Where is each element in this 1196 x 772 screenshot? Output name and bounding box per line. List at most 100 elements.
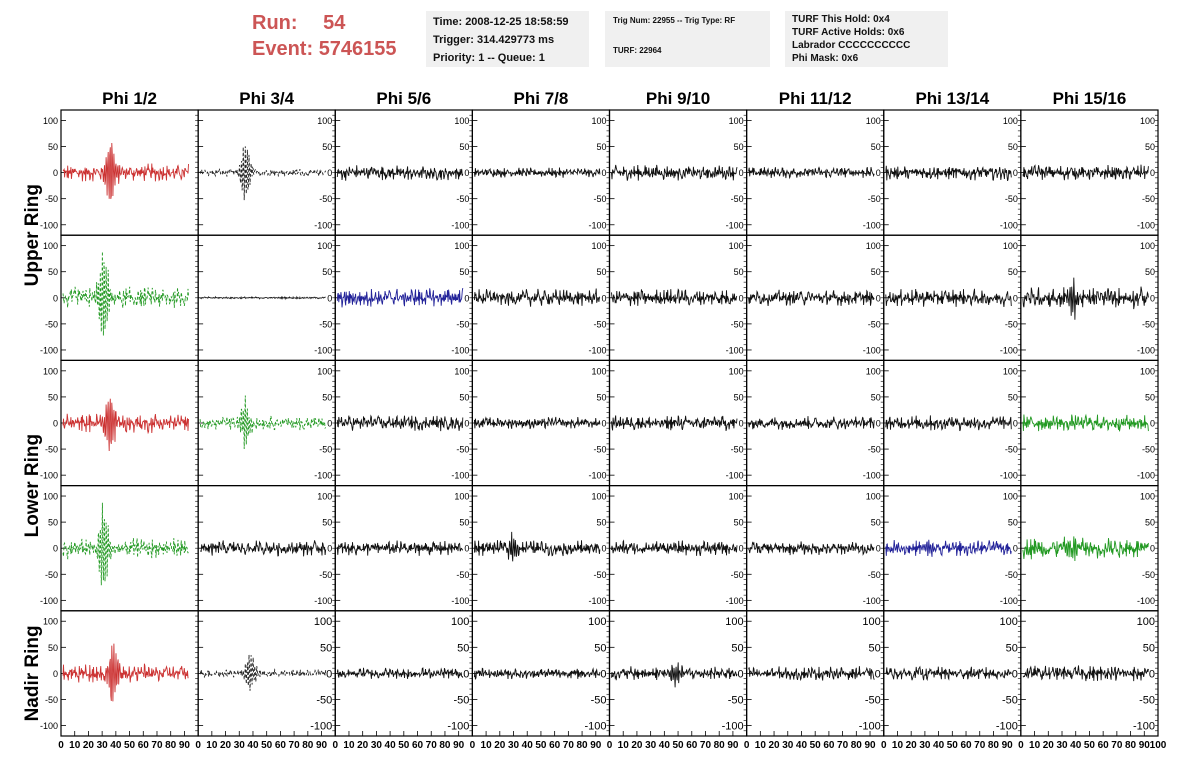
waveform-trace bbox=[611, 662, 738, 688]
y-tick-label: -100 bbox=[588, 220, 606, 230]
y-tick-label: 100 bbox=[454, 241, 469, 251]
y-tick-label: 50 bbox=[871, 518, 881, 528]
column-header: Phi 9/10 bbox=[646, 89, 710, 108]
y-tick-label: 50 bbox=[320, 642, 332, 654]
x-tick-label: 0 bbox=[1018, 740, 1024, 751]
x-tick-label: 10 bbox=[892, 740, 904, 751]
y-tick-label: 0 bbox=[327, 544, 332, 554]
waveform-trace bbox=[199, 295, 326, 301]
y-tick-label: -50 bbox=[593, 445, 606, 455]
y-tick-label: 100 bbox=[317, 366, 332, 376]
y-tick-label: -100 bbox=[40, 721, 58, 731]
y-tick-label: 50 bbox=[596, 518, 606, 528]
y-tick-label: 100 bbox=[454, 116, 469, 126]
y-tick-label: 50 bbox=[596, 392, 606, 402]
y-tick-label: -50 bbox=[456, 194, 469, 204]
x-tick-label: 0 bbox=[881, 740, 887, 751]
x-tick-label: 0 bbox=[58, 740, 64, 751]
waveform-trace bbox=[336, 165, 464, 181]
y-tick-label: 0 bbox=[876, 168, 881, 178]
y-tick-label: -100 bbox=[1000, 220, 1018, 230]
waveform-trace bbox=[473, 667, 601, 680]
y-tick-label: -100 bbox=[584, 721, 606, 733]
y-tick-label: -100 bbox=[1137, 345, 1155, 355]
x-tick-label: 70 bbox=[426, 740, 438, 751]
y-tick-label: 0 bbox=[739, 293, 744, 303]
time-info-box: Time: 2008-12-25 18:58:59 Trigger: 314.4… bbox=[426, 11, 589, 67]
y-tick-label: -100 bbox=[1000, 471, 1018, 481]
y-tick-label: 100 bbox=[314, 616, 332, 628]
x-tick-label: 80 bbox=[439, 740, 451, 751]
y-tick-label: -100 bbox=[726, 345, 744, 355]
y-tick-label: -50 bbox=[456, 445, 469, 455]
y-tick-label: 100 bbox=[1003, 366, 1018, 376]
waveform-trace bbox=[611, 164, 738, 181]
y-tick-label: 50 bbox=[322, 267, 332, 277]
waveform-trace bbox=[885, 665, 1012, 682]
time-text: Time: 2008-12-25 18:58:59 bbox=[433, 16, 569, 28]
x-tick-label: 40 bbox=[385, 740, 397, 751]
x-tick-label: 30 bbox=[371, 740, 383, 751]
y-tick-label: -50 bbox=[868, 194, 881, 204]
y-tick-label: 100 bbox=[454, 366, 469, 376]
y-tick-label: 100 bbox=[1003, 241, 1018, 251]
waveform-trace bbox=[336, 540, 464, 556]
waveform-trace bbox=[885, 165, 1012, 182]
y-tick-label: 100 bbox=[1140, 241, 1155, 251]
y-tick-label: -50 bbox=[45, 570, 58, 580]
y-tick-label: 100 bbox=[725, 616, 743, 628]
y-tick-label: 100 bbox=[1140, 116, 1155, 126]
y-tick-label: 50 bbox=[871, 267, 881, 277]
column-header: Phi 11/12 bbox=[779, 89, 852, 108]
y-tick-label: 100 bbox=[43, 116, 58, 126]
y-tick-label: -100 bbox=[40, 345, 58, 355]
x-tick-label: 50 bbox=[398, 740, 410, 751]
phi-mask-text: Phi Mask: 0x6 bbox=[792, 53, 859, 64]
x-tick-label: 80 bbox=[851, 740, 863, 751]
x-tick-label: 100 bbox=[1150, 740, 1167, 751]
y-tick-label: -50 bbox=[1005, 319, 1018, 329]
y-tick-label: 0 bbox=[739, 419, 744, 429]
y-tick-label: 100 bbox=[43, 241, 58, 251]
run-line: Run: 54 bbox=[252, 12, 345, 35]
y-tick-label: 0 bbox=[1013, 168, 1018, 178]
x-tick-label: 90 bbox=[1002, 740, 1014, 751]
y-tick-label: 100 bbox=[591, 241, 606, 251]
y-tick-label: 0 bbox=[464, 544, 469, 554]
y-tick-label: 50 bbox=[1145, 267, 1155, 277]
y-tick-label: 50 bbox=[734, 267, 744, 277]
y-tick-label: -100 bbox=[722, 721, 744, 733]
y-tick-label: 0 bbox=[600, 668, 606, 680]
y-tick-label: 50 bbox=[871, 142, 881, 152]
y-tick-label: -50 bbox=[456, 570, 469, 580]
x-tick-label: 10 bbox=[1029, 740, 1041, 751]
waveform-trace bbox=[473, 167, 601, 179]
y-tick-label: -50 bbox=[868, 319, 881, 329]
y-tick-label: 0 bbox=[738, 668, 744, 680]
y-tick-label: -50 bbox=[453, 694, 469, 706]
y-tick-label: 100 bbox=[43, 617, 58, 627]
x-tick-label: 10 bbox=[481, 740, 493, 751]
x-tick-label: 30 bbox=[919, 740, 931, 751]
x-tick-label: 60 bbox=[138, 740, 150, 751]
waveform-trace bbox=[611, 539, 738, 556]
y-tick-label: 100 bbox=[862, 616, 880, 628]
trigger-text: Trigger: 314.429773 ms bbox=[433, 34, 555, 46]
x-tick-label: 50 bbox=[124, 740, 136, 751]
y-tick-label: -100 bbox=[314, 596, 332, 606]
y-tick-label: -100 bbox=[1137, 220, 1155, 230]
y-tick-label: 100 bbox=[454, 492, 469, 502]
y-tick-label: 100 bbox=[588, 616, 606, 628]
y-tick-label: 100 bbox=[1003, 492, 1018, 502]
waveform-trace bbox=[1022, 413, 1149, 432]
waveform-trace bbox=[199, 395, 326, 450]
y-tick-label: -50 bbox=[45, 695, 58, 705]
waveform-trace bbox=[885, 539, 1012, 557]
column-header: Phi 13/14 bbox=[915, 89, 989, 108]
x-tick-label: 70 bbox=[289, 740, 301, 751]
y-tick-label: -50 bbox=[731, 319, 744, 329]
trig-num-text: Trig Num: 22955 -- Trig Type: RF bbox=[613, 16, 736, 25]
x-tick-label: 90 bbox=[1139, 740, 1151, 751]
waveform-trace bbox=[885, 288, 1012, 307]
